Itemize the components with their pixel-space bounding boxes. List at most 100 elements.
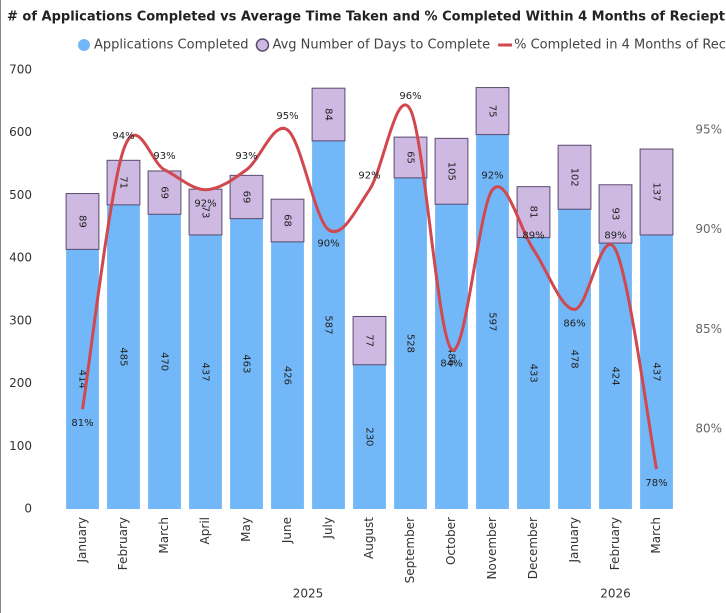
data-label: 93% [235, 151, 257, 162]
bar [271, 241, 304, 509]
bar [435, 204, 468, 510]
data-label: 426 [282, 366, 293, 385]
data-label: 89% [522, 231, 544, 242]
x-tick-label: July [321, 517, 335, 540]
data-label: 71 [118, 176, 129, 189]
x-tick-label: October [444, 517, 458, 565]
bar [558, 209, 591, 509]
x-tick-label: August [362, 517, 376, 559]
bar [517, 237, 550, 509]
y-tick-label: 400 [9, 251, 32, 265]
bar-segment [229, 174, 264, 220]
bar-segment [147, 170, 182, 215]
data-label: 470 [159, 352, 170, 371]
y-tick-label: 0 [24, 502, 32, 516]
x-tick-label: May [239, 517, 253, 542]
data-label: 89 [77, 215, 88, 228]
bar [312, 140, 345, 510]
data-label: 84% [440, 358, 462, 369]
bar-segment [311, 87, 346, 142]
bar-segment [598, 184, 633, 244]
data-label: 424 [610, 366, 621, 385]
bar [476, 134, 509, 510]
data-label: 77 [364, 334, 375, 347]
y-tick-label: 600 [9, 125, 32, 139]
data-label: 93% [153, 151, 175, 162]
data-label: 528 [405, 334, 416, 353]
data-label: 486 [446, 347, 457, 366]
x-tick-label: November [485, 517, 499, 579]
data-label: 485 [118, 347, 129, 366]
data-label: 414 [77, 370, 88, 389]
data-label: 86% [563, 318, 585, 329]
y-tick-label: 500 [9, 188, 32, 202]
data-label: 75 [487, 105, 498, 118]
data-label: 437 [651, 362, 662, 381]
x-tick-label: April [198, 517, 212, 544]
line [81, 103, 658, 470]
x-tick-label: December [526, 517, 540, 579]
data-label: 597 [487, 312, 498, 331]
data-label: 81% [71, 418, 93, 429]
x-tick-label: March [157, 517, 171, 554]
x-tick-label: March [649, 517, 663, 554]
y-tick-label: 200 [9, 376, 32, 390]
y-tick-label: 300 [9, 313, 32, 327]
data-label: 81 [528, 206, 539, 219]
y2-tick-label: 85% [695, 322, 722, 336]
data-label: 94% [112, 131, 134, 142]
data-label: 89% [604, 231, 626, 242]
data-label: 587 [323, 315, 334, 334]
data-label: 65 [405, 151, 416, 164]
bar-segment [557, 144, 592, 210]
data-label: 93 [610, 208, 621, 221]
chart-title: # of Applications Completed vs Average T… [7, 10, 725, 25]
bar [107, 204, 140, 510]
legend-swatch [78, 39, 90, 51]
data-label: 73 [200, 206, 211, 219]
legend-label: Applications Completed [94, 38, 248, 53]
bar-segment [65, 193, 100, 250]
data-label: 78% [645, 478, 667, 489]
data-label: 84 [323, 108, 334, 121]
data-label: 433 [528, 364, 539, 383]
bar [148, 214, 181, 509]
x-group-label: 2025 [293, 587, 324, 601]
legend-swatch [255, 38, 270, 52]
bar-segment [639, 148, 674, 236]
bar-segment [475, 87, 510, 136]
data-label: 463 [241, 354, 252, 373]
data-label: 478 [569, 350, 580, 369]
bar-segment [352, 315, 387, 366]
data-label: 95% [276, 111, 298, 122]
y2-tick-label: 90% [695, 222, 722, 236]
data-label: 92% [358, 171, 380, 182]
y-tick-label: 100 [9, 439, 32, 453]
legend-label: % Completed in 4 Months of Reciept [514, 38, 726, 53]
bar [66, 249, 99, 509]
data-label: 105 [446, 162, 457, 181]
data-label: 92% [481, 171, 503, 182]
y2-tick-label: 80% [695, 422, 722, 436]
data-label: 137 [651, 182, 662, 201]
x-tick-label: February [608, 517, 622, 570]
x-group-label: 2026 [600, 587, 631, 601]
bar [353, 364, 386, 509]
x-tick-label: January [75, 517, 89, 564]
x-tick-label: February [116, 517, 130, 570]
data-label: 230 [364, 427, 375, 446]
bar [394, 177, 427, 509]
data-label: 90% [317, 239, 339, 250]
data-label: 68 [282, 214, 293, 227]
data-label: 102 [569, 168, 580, 187]
bar [230, 218, 263, 509]
data-label: 69 [159, 186, 170, 199]
bar-segment [188, 188, 223, 236]
data-label: 69 [241, 191, 252, 204]
data-label: 96% [399, 91, 421, 102]
legend-label: Avg Number of Days to Complete [272, 38, 490, 53]
bar-segment [434, 137, 469, 205]
data-label: 437 [200, 362, 211, 381]
bar-segment [270, 198, 305, 243]
